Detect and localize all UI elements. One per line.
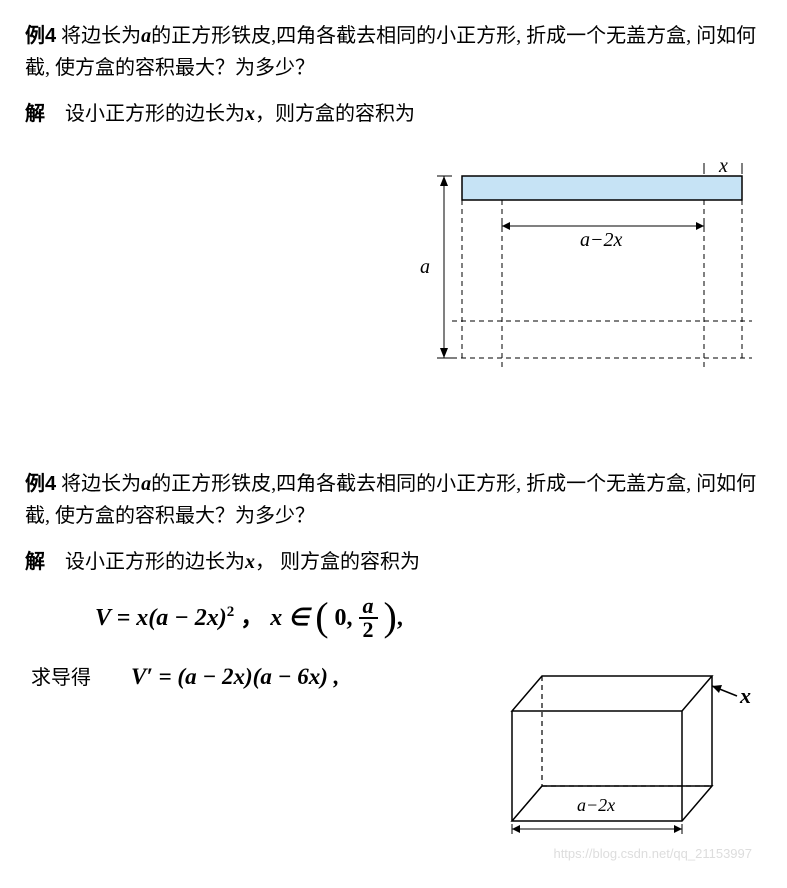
f-zero: 0,: [335, 605, 353, 631]
s2-var-x: x: [245, 551, 255, 573]
solution-2: 解 设小正方形的边长为x， 则方盒的容积为: [25, 546, 762, 578]
solution-label-2: 解: [25, 551, 45, 573]
derivative-line: 求导得 V′ = (a − 2x)(a − 6x) ,: [25, 661, 482, 690]
problem-label-1: 例4: [25, 25, 56, 47]
p2-t1: 将边长为: [61, 473, 141, 495]
deriv-formula: V′ = (a − 2x)(a − 6x) ,: [131, 664, 339, 690]
f-frac: a 2: [359, 595, 378, 641]
solution-label-1: 解: [25, 103, 45, 125]
f-open: (: [315, 594, 328, 639]
f-close: ): [384, 594, 397, 639]
p1-var-a: a: [141, 25, 151, 47]
p1-t1: 将边长为: [61, 25, 141, 47]
s2-t2: ， 则方盒的容积为: [255, 551, 420, 573]
f-xin: x ∈: [270, 605, 309, 631]
deriv-label: 求导得: [31, 661, 91, 690]
d1-label-x: x: [718, 158, 728, 177]
problem-label-2: 例4: [25, 473, 56, 495]
d2-label-x: x: [739, 683, 751, 708]
s1-t2: ，则方盒的容积为: [255, 103, 415, 125]
f-frac-den: 2: [359, 619, 378, 641]
f-V: V = x(a − 2x): [95, 605, 227, 631]
s1-var-x: x: [245, 103, 255, 125]
f-comma: ，: [234, 605, 270, 631]
watermark: https://blog.csdn.net/qq_21153997: [553, 846, 752, 861]
d1-label-a2x: a−2x: [580, 229, 622, 251]
p2-var-a: a: [141, 473, 151, 495]
s2-t1: 设小正方形的边长为: [65, 551, 245, 573]
formula-volume: V = x(a − 2x) 2 ， x ∈ ( 0, a 2 ),: [95, 596, 762, 643]
problem-2: 例4 将边长为a的正方形铁皮,四角各截去相同的小正方形, 折成一个无盖方盒, 问…: [25, 468, 762, 532]
f-end: ,: [397, 605, 403, 631]
diagram-1: x a−2x a: [25, 148, 762, 388]
d2-label-a2x: a−2x: [577, 795, 615, 815]
diagram-2: x a−2x https://blog.csdn.net/qq_21153997: [482, 651, 762, 851]
s1-t1: 设小正方形的边长为: [65, 103, 245, 125]
d1-label-a: a: [420, 256, 430, 278]
f-frac-num: a: [359, 595, 378, 619]
problem-1: 例4 将边长为a的正方形铁皮,四角各截去相同的小正方形, 折成一个无盖方盒, 问…: [25, 20, 762, 84]
solution-1: 解 设小正方形的边长为x，则方盒的容积为: [25, 98, 762, 130]
